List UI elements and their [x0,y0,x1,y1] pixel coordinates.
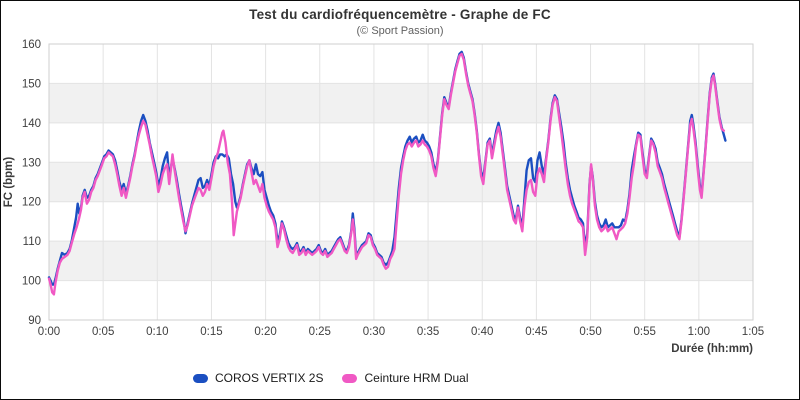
x-tick-label: 0:00 [38,326,60,338]
x-tick-label: 0:25 [309,326,331,338]
shaded-band [49,241,753,281]
x-tick-label: 0:30 [363,326,385,338]
x-tick-label: 0:10 [146,326,168,338]
y-tick-label: 130 [22,157,41,169]
x-tick-label: 0:55 [633,326,655,338]
chart-title: Test du cardiofréquencemètre - Graphe de… [249,7,551,22]
chart-subtitle: (© Sport Passion) [356,25,444,37]
coros-series-swatch [193,373,208,383]
hrm-series-swatch [342,373,358,383]
x-tick-label: 0:15 [200,326,222,338]
plot-border [48,43,754,321]
x-tick-label: 0:20 [254,326,276,338]
y-tick-label: 100 [22,276,41,288]
y-tick-label: 140 [22,118,41,130]
legend: COROS VERTIX 2S Ceinture HRM Dual [193,371,469,385]
series-line-1 [47,52,725,296]
x-tick-label: 0:45 [525,326,547,338]
x-tick-label: 1:00 [688,326,710,338]
y-tick-label: 90 [28,315,41,327]
y-tick-label: 150 [22,78,41,90]
y-tick-label: 160 [22,39,41,51]
x-axis-title: Durée (hh:mm) [671,343,753,355]
y-tick-label: 120 [22,197,41,209]
coros-series-label: COROS VERTIX 2S [215,371,324,385]
y-tick-label: 110 [23,236,41,248]
x-tick-label: 1:05 [742,326,764,338]
legend-item-hrm: Ceinture HRM Dual [342,371,469,385]
x-tick-label: 0:40 [471,326,493,338]
legend-item-coros: COROS VERTIX 2S [193,371,323,385]
y-axis-title: FC (bpm) [3,156,15,208]
hrm-series-label: Ceinture HRM Dual [364,371,469,385]
x-tick-label: 0:35 [417,326,439,338]
x-tick-label: 0:05 [92,326,114,338]
x-tick-label: 0:50 [579,326,601,338]
series-line-0 [47,50,727,286]
shaded-band [49,83,753,123]
